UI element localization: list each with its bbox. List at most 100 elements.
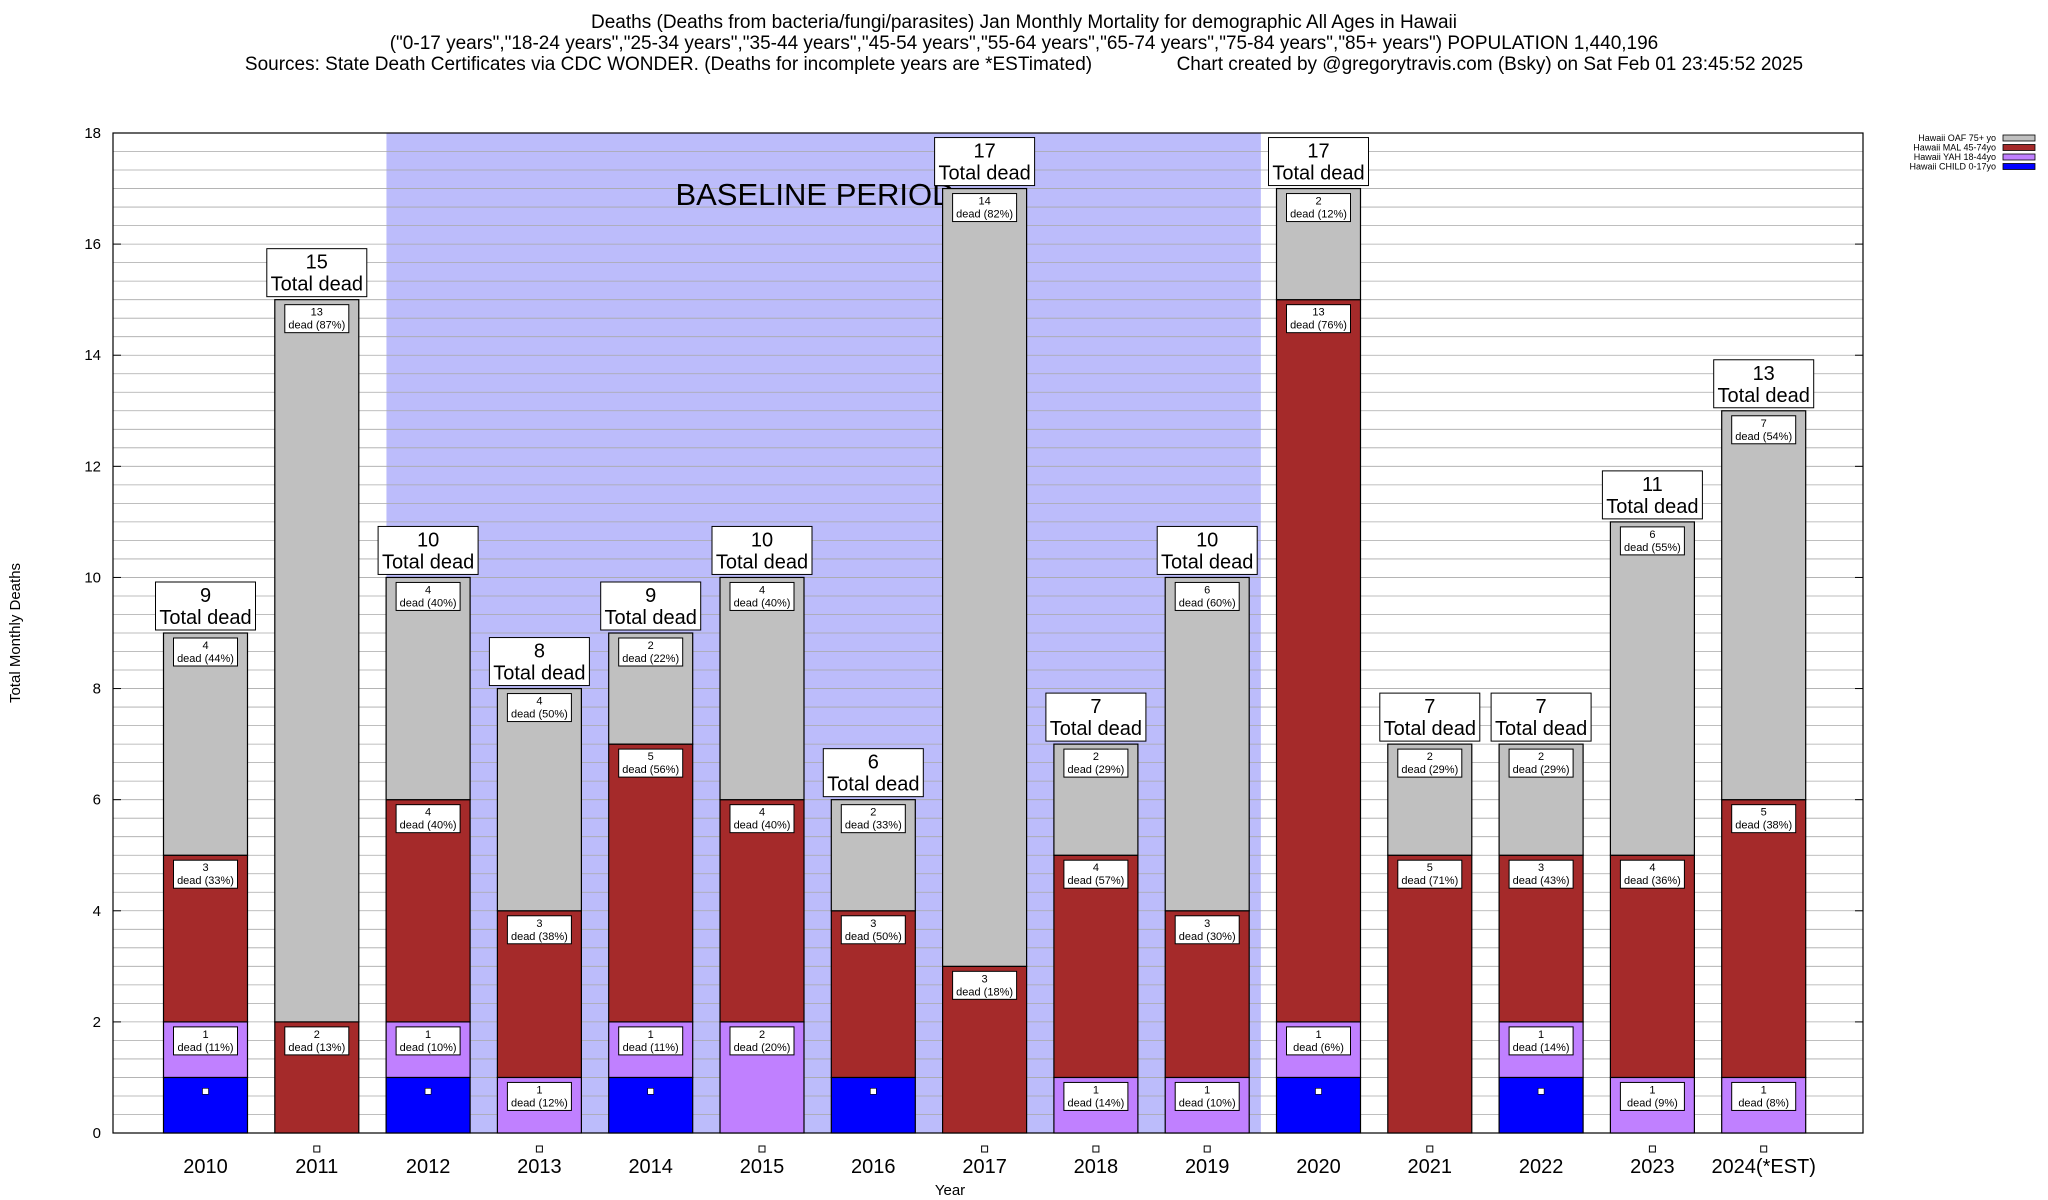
segment-label-pct: dead (11%) bbox=[177, 1042, 233, 1054]
segment-label-box bbox=[618, 637, 684, 667]
bar-segment bbox=[1609, 521, 1696, 856]
total-label-count: 10 bbox=[417, 529, 439, 551]
segment-label-box bbox=[1508, 1026, 1574, 1056]
bar-segment bbox=[385, 799, 471, 1023]
segment-label-count: 1 bbox=[1538, 1029, 1544, 1041]
bar-marker bbox=[313, 1145, 321, 1153]
bar-segment bbox=[496, 687, 582, 912]
baseline-period-annotation: BASELINE PERIOD bbox=[675, 177, 954, 212]
segment-label-count: 4 bbox=[1093, 862, 1099, 874]
bar-marker bbox=[202, 1088, 209, 1095]
bar-marker bbox=[869, 1088, 877, 1095]
segment-label-count: 3 bbox=[1538, 862, 1544, 874]
segment-label-count: 3 bbox=[536, 918, 542, 930]
segment-label-count: 2 bbox=[1093, 751, 1099, 763]
bar-segment bbox=[719, 799, 805, 1023]
x-tick-label: 2016 bbox=[851, 1156, 896, 1178]
segment-label-pct: dead (12%) bbox=[1290, 209, 1347, 221]
segment-label-box bbox=[618, 748, 684, 778]
segment-label-box bbox=[1619, 526, 1685, 556]
bar-segment bbox=[1164, 576, 1250, 912]
segment-label-count: 2 bbox=[1315, 196, 1321, 208]
segment-label-pct: dead (10%) bbox=[400, 1042, 457, 1054]
total-label-count: 7 bbox=[1090, 696, 1101, 718]
segment-label-box bbox=[1174, 581, 1240, 611]
segment-label-pct: dead (12%) bbox=[511, 1097, 568, 1109]
total-label-text: Total dead bbox=[159, 607, 251, 629]
total-label-count: 11 bbox=[1642, 474, 1663, 496]
segment-label-pct: dead (56%) bbox=[622, 764, 679, 776]
y-tick-label: 16 bbox=[84, 236, 101, 253]
segment-label-count: 4 bbox=[425, 584, 431, 596]
segment-label-box bbox=[1397, 859, 1463, 889]
segment-label-box bbox=[1619, 859, 1685, 889]
bar-segment bbox=[1721, 410, 1807, 801]
segment-label-pct: dead (11%) bbox=[623, 1042, 679, 1054]
segment-label-count: 2 bbox=[870, 807, 876, 819]
segment-label-box bbox=[395, 1026, 461, 1056]
segment-label-box bbox=[1619, 1081, 1685, 1111]
segment-label-box bbox=[506, 1081, 572, 1111]
segment-label-count: 1 bbox=[1093, 1084, 1099, 1096]
bar-marker bbox=[1203, 1145, 1211, 1153]
x-tick-label: 2020 bbox=[1296, 1156, 1341, 1178]
x-tick-label: 2011 bbox=[295, 1156, 338, 1178]
legend-swatch bbox=[2002, 163, 2036, 170]
total-label-box bbox=[600, 581, 702, 631]
bar-marker bbox=[1315, 1088, 1322, 1095]
segment-label-box bbox=[729, 1026, 795, 1056]
segment-label-box bbox=[1063, 1081, 1129, 1111]
total-label-text: Total dead bbox=[827, 774, 919, 796]
bar-segment bbox=[162, 1076, 249, 1134]
segment-label-pct: dead (30%) bbox=[1179, 931, 1236, 943]
x-tick-label: 2013 bbox=[517, 1156, 562, 1178]
segment-label-box bbox=[1508, 748, 1574, 778]
segment-label-box bbox=[1063, 748, 1129, 778]
segment-label-pct: dead (40%) bbox=[734, 820, 791, 832]
segment-label-count: 4 bbox=[759, 584, 765, 596]
segment-label-count: 6 bbox=[1204, 584, 1210, 596]
segment-label-pct: dead (10%) bbox=[1179, 1097, 1236, 1109]
total-label-count: 17 bbox=[1307, 141, 1329, 163]
segment-label-count: 2 bbox=[648, 640, 654, 652]
total-label-text: Total dead bbox=[716, 551, 808, 573]
segment-label-count: 1 bbox=[1315, 1029, 1321, 1041]
segment-label-pct: dead (29%) bbox=[1513, 764, 1570, 776]
total-label-box bbox=[488, 637, 590, 687]
segment-label-box bbox=[1286, 1026, 1351, 1056]
segment-label-box bbox=[173, 1026, 238, 1056]
bar-marker bbox=[981, 1145, 989, 1153]
y-tick-label: 10 bbox=[84, 569, 101, 586]
y-tick-label: 6 bbox=[93, 792, 101, 809]
total-label-text: Total dead bbox=[1718, 385, 1810, 407]
segment-label-count: 13 bbox=[311, 307, 323, 319]
legend-swatch bbox=[2002, 144, 2036, 151]
bar-segment bbox=[274, 299, 360, 1023]
total-label-text: Total dead bbox=[1606, 496, 1698, 518]
chart-title-block: Deaths (Deaths from bacteria/fungi/paras… bbox=[0, 12, 2048, 75]
legend-label: Hawaii OAF 75+ yo bbox=[1918, 133, 1996, 143]
bar-segment bbox=[1053, 854, 1139, 1079]
y-tick-label: 2 bbox=[93, 1014, 101, 1031]
segment-label-pct: dead (76%) bbox=[1290, 320, 1347, 332]
segment-label-pct: dead (57%) bbox=[1067, 875, 1124, 887]
total-label-count: 8 bbox=[534, 641, 545, 663]
segment-label-pct: dead (18%) bbox=[956, 986, 1013, 998]
segment-label-box bbox=[395, 804, 461, 834]
segment-label-box bbox=[1508, 859, 1574, 889]
legend-swatch bbox=[2002, 153, 2036, 161]
segment-label-pct: dead (6%) bbox=[1293, 1042, 1344, 1054]
segment-label-pct: dead (54%) bbox=[1735, 431, 1792, 443]
bar-marker bbox=[1537, 1088, 1545, 1095]
y-tick-label: 0 bbox=[93, 1125, 101, 1142]
x-tick-label: 2017 bbox=[962, 1156, 1007, 1178]
total-label-box bbox=[1156, 525, 1258, 575]
bar-segment bbox=[1498, 1076, 1584, 1134]
total-label-text: Total dead bbox=[493, 663, 585, 685]
segment-label-count: 1 bbox=[1649, 1084, 1655, 1096]
segment-label-count: 14 bbox=[978, 196, 990, 208]
segment-label-pct: dead (40%) bbox=[734, 597, 791, 609]
segment-label-count: 1 bbox=[1204, 1084, 1210, 1096]
segment-label-count: 2 bbox=[314, 1029, 320, 1041]
segment-label-count: 3 bbox=[870, 918, 876, 930]
